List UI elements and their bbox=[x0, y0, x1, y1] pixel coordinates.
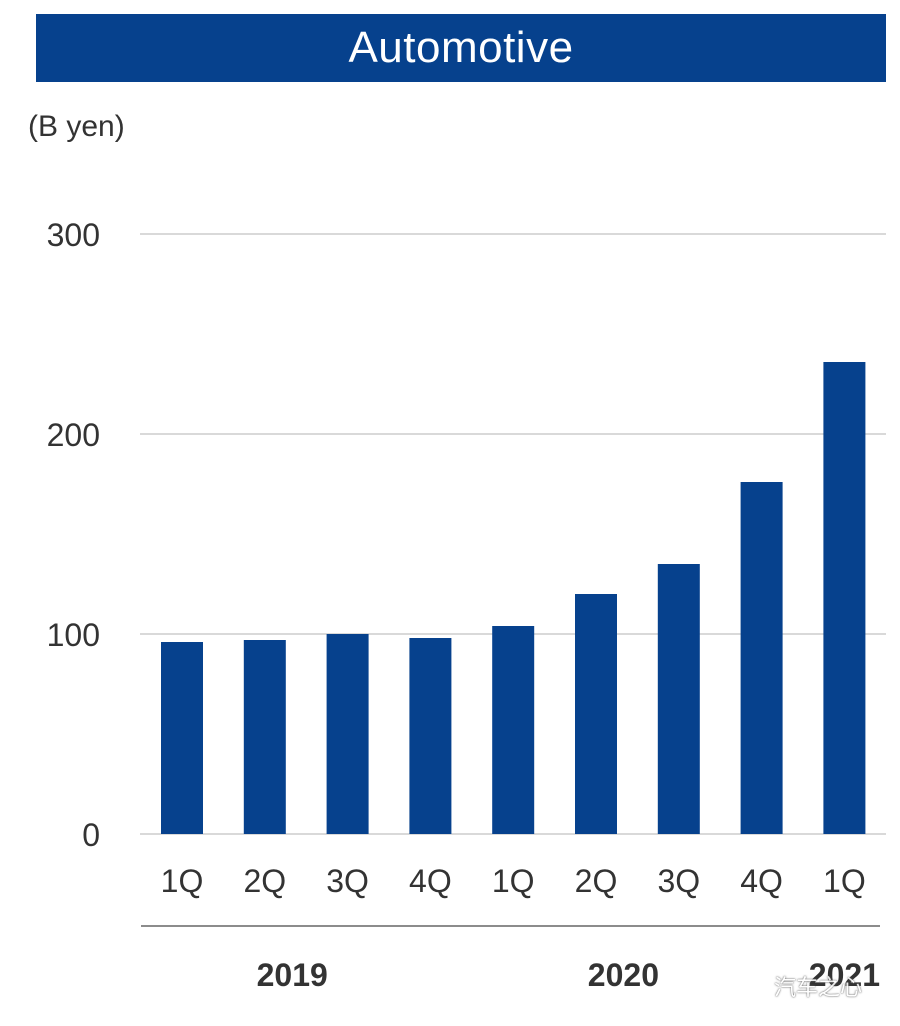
bar-5 bbox=[492, 626, 535, 834]
y-tick-label: 300 bbox=[47, 217, 100, 253]
watermark: 汽车之心 bbox=[738, 970, 862, 1002]
watermark-text: 汽车之心 bbox=[774, 975, 863, 1000]
x-tick-label: 3Q bbox=[326, 863, 369, 899]
unit-label: (B yen) bbox=[28, 110, 125, 143]
bar-1 bbox=[161, 642, 203, 834]
year-label-2019: 2019 bbox=[257, 957, 328, 993]
x-tick-label: 4Q bbox=[740, 863, 783, 899]
y-tick-label: 0 bbox=[82, 817, 100, 853]
x-tick-label: 3Q bbox=[657, 863, 700, 899]
chat-bubbles-icon bbox=[739, 975, 767, 996]
x-tick-label: 1Q bbox=[823, 863, 866, 899]
bar-8 bbox=[740, 482, 783, 834]
y-tick-label: 100 bbox=[47, 617, 100, 653]
x-tick-label: 4Q bbox=[409, 863, 452, 899]
bar-3 bbox=[326, 634, 369, 834]
chart-title: Automotive bbox=[36, 14, 886, 82]
x-tick-label: 1Q bbox=[161, 863, 204, 899]
bars bbox=[161, 362, 866, 834]
year-label-2020: 2020 bbox=[588, 957, 659, 993]
bar-4 bbox=[409, 638, 452, 834]
year-groups: 2019 2020 2021 bbox=[141, 925, 880, 993]
bar-2 bbox=[243, 640, 286, 834]
bar-6 bbox=[575, 594, 617, 834]
y-tick-label: 200 bbox=[47, 417, 100, 453]
bar-9 bbox=[823, 362, 866, 834]
x-tick-label: 2Q bbox=[575, 863, 618, 899]
bar-7 bbox=[657, 564, 700, 834]
year-label-2021: 2021 bbox=[809, 957, 880, 993]
y-axis: 0 100 200 300 bbox=[47, 217, 100, 853]
x-axis: 1Q 2Q 3Q 4Q 1Q 2Q 3Q 4Q 1Q bbox=[161, 863, 866, 899]
x-tick-label: 2Q bbox=[243, 863, 286, 899]
x-tick-label: 1Q bbox=[492, 863, 535, 899]
